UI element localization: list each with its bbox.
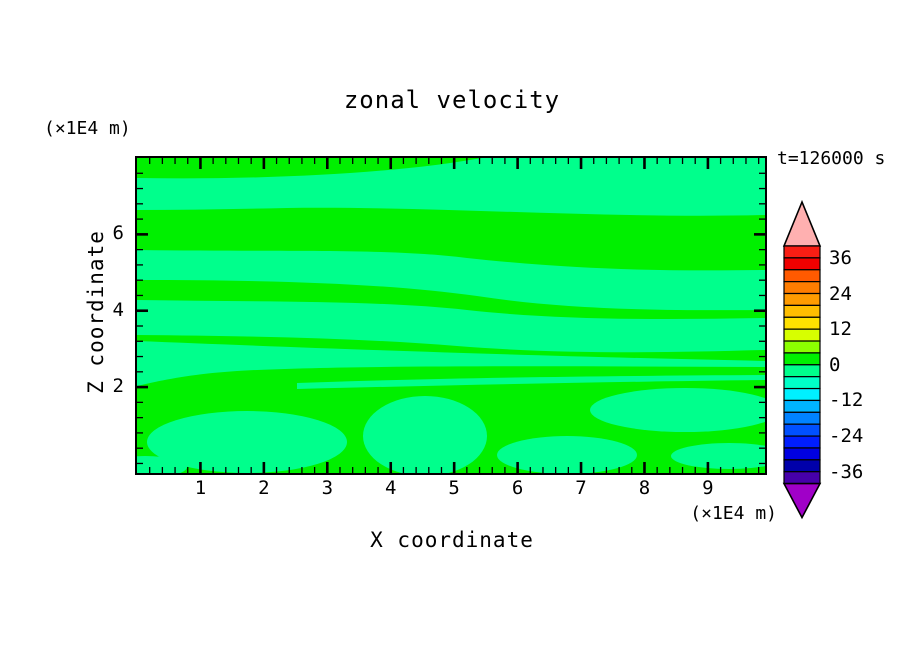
colorbar-box [783,447,821,461]
x-tick-label: 9 [702,477,714,499]
colorbar-under-arrow [782,482,822,520]
x-axis-title: X coordinate [370,528,534,552]
plot-border [135,156,767,475]
x-tick-label: 8 [638,477,651,499]
colorbar-over-arrow [782,199,822,247]
colorbar-tick-label: 36 [829,246,852,269]
x-tick-label: 1 [194,477,207,499]
colorbar-box [783,292,821,306]
colorbar-box [783,281,821,295]
colorbar-tick-label: -12 [829,389,864,412]
contour-region [297,375,765,389]
x-tick-label: 5 [448,477,460,499]
colorbar-box [783,411,821,425]
colorbar-tick-label: -36 [829,460,864,483]
contour-field [137,158,765,473]
plot-area [135,156,767,475]
colorbar-box [783,364,821,378]
colorbar-box [783,328,821,342]
contour-region [137,300,765,353]
colorbar-box [783,387,821,402]
colorbar-box [783,459,821,473]
x-tick-label: 6 [511,477,524,499]
x-tick-label: 2 [258,477,270,499]
chart-title: zonal velocity [343,86,561,114]
x-tick-label: 7 [575,477,587,499]
contour-region [497,436,637,473]
contour-region [671,443,765,469]
contour-region [137,250,765,311]
colorbar-tick-label: 24 [829,282,852,305]
x-tick-label: 4 [385,477,397,499]
y-axis-unit-label: (×1E4 m) [44,118,131,139]
colorbar-box [783,245,821,259]
colorbar-box [783,435,821,449]
x-axis-unit-label: (×1E4 m) [690,503,777,524]
colorbar-tick-label: 12 [829,318,852,341]
contour-region [147,411,347,473]
y-tick-label: 6 [112,222,124,245]
y-tick-label: 2 [112,375,124,398]
contour-region [363,396,487,473]
colorbar-tick-label: -24 [829,425,864,448]
colorbar-box [783,257,821,271]
colorbar-box [783,471,821,485]
colorbar-box [783,399,821,413]
colorbar-box [783,376,821,390]
x-tick-label: 3 [321,477,334,499]
colorbar-box [783,340,821,354]
colorbar-box [783,423,821,437]
colorbar-box [783,304,821,318]
colorbar [782,199,822,520]
y-tick-label: 4 [112,298,124,321]
negative-regions [137,158,765,473]
colorbar-box [783,352,821,366]
colorbar-box [783,269,821,283]
contour-region [590,388,765,432]
colorbar-tick-label: 0 [829,353,841,376]
time-annotation: t=126000 s [777,148,886,169]
colorbar-box [783,316,821,330]
contour-region [137,341,765,386]
contour-region [137,158,765,216]
